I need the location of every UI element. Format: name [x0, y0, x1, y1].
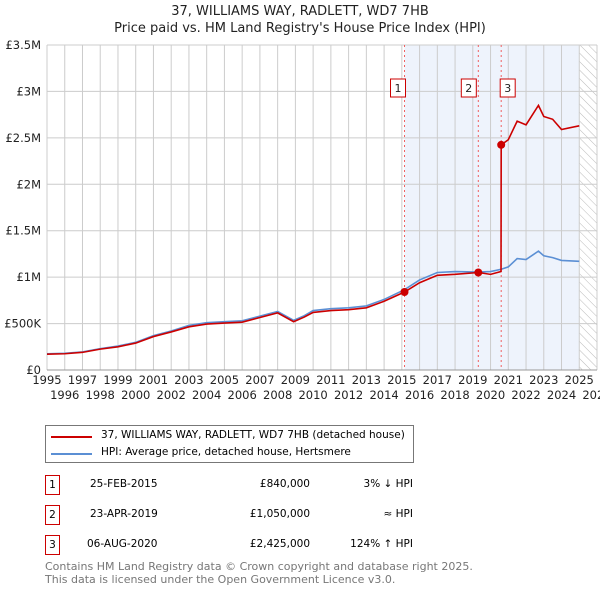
x-tick-label: 2024 [547, 388, 576, 402]
x-tick-label: 2018 [440, 388, 469, 402]
sale-row: 2 23-APR-2019 £1,050,000 ≈ HPI [45, 505, 445, 525]
sale-marker-label: 3 [504, 82, 511, 95]
sale-marker-box [390, 78, 406, 98]
sale-number: 1 [45, 475, 60, 495]
legend-red-line [51, 436, 92, 438]
sale-row: 3 06-AUG-2020 £2,425,000 124% ↑ HPI [45, 535, 445, 555]
x-tick-label: 2014 [369, 388, 398, 402]
x-tick-label: 2016 [405, 388, 434, 402]
x-tick-label: 2017 [423, 373, 452, 387]
x-tick-label: 2020 [476, 388, 505, 402]
sale-marker-label: 2 [465, 82, 472, 95]
sale-hpi: ≈ HPI [383, 508, 413, 520]
x-tick-label: 2012 [334, 388, 363, 402]
sale-hpi: 124% ↑ HPI [350, 538, 413, 550]
footer-copyright: Contains HM Land Registry data © Crown c… [45, 560, 473, 573]
y-tick-label: £1M [16, 270, 41, 284]
y-tick-label: £3M [16, 84, 41, 98]
hpi-line [46, 250, 580, 355]
footer: Contains HM Land Registry data © Crown c… [45, 560, 473, 586]
y-tick-label: £2.5M [5, 131, 41, 145]
sale-date: 25-FEB-2015 [90, 478, 158, 490]
sale-row: 1 25-FEB-2015 £840,000 3% ↓ HPI [45, 475, 445, 495]
y-tick-label: £500K [4, 317, 41, 331]
legend-label-hpi: HPI: Average price, detached house, Hert… [101, 446, 351, 458]
sale-marker-box [460, 78, 477, 98]
footer-licence: This data is licensed under the Open Gov… [45, 573, 396, 586]
sale-number: 2 [45, 505, 60, 525]
y-tick-label: £0 [26, 363, 41, 377]
sale-marker-box [499, 78, 516, 98]
x-tick-label: 2005 [210, 373, 239, 387]
legend-blue-line [51, 453, 92, 455]
x-tick-label: 2000 [121, 388, 150, 402]
sale-point [497, 140, 506, 149]
x-tick-label: 2004 [192, 388, 221, 402]
x-tick-label: 1995 [32, 373, 61, 387]
x-tick-label: 2007 [245, 373, 274, 387]
sale-date: 06-AUG-2020 [87, 538, 158, 550]
y-tick-label: £3.5M [5, 38, 41, 52]
sale-point [400, 288, 409, 296]
sale-hpi: 3% ↓ HPI [363, 478, 413, 490]
price-chart: 1995199619971998199920002001200220032004… [4, 38, 600, 402]
y-tick-label: £1.5M [5, 224, 41, 238]
sale-price: £840,000 [259, 478, 310, 490]
x-tick-label: 2006 [228, 388, 257, 402]
x-tick-label: 1998 [86, 388, 115, 402]
chart-title: 37, WILLIAMS WAY, RADLETT, WD7 7HB [171, 4, 429, 19]
x-tick-label: 2019 [458, 373, 487, 387]
x-tick-label: 1999 [103, 373, 132, 387]
property-price-line [46, 103, 580, 356]
x-tick-label: 2002 [157, 388, 186, 402]
x-tick-label: 1996 [50, 388, 79, 402]
x-tick-label: 2023 [529, 373, 558, 387]
legend: 37, WILLIAMS WAY, RADLETT, WD7 7HB (deta… [45, 425, 414, 463]
chart-subtitle: Price paid vs. HM Land Registry's House … [114, 21, 486, 36]
x-tick-label: 1997 [68, 373, 97, 387]
y-tick-label: £2M [16, 177, 41, 191]
x-tick-label: 2021 [494, 373, 523, 387]
x-tick-label: 2001 [139, 373, 168, 387]
x-tick-label: 2026 [582, 388, 600, 402]
x-tick-label: 2013 [352, 373, 381, 387]
x-tick-label: 2015 [387, 373, 416, 387]
x-tick-label: 2003 [174, 373, 203, 387]
x-tick-label: 2010 [298, 388, 327, 402]
shaded-region [404, 45, 580, 370]
sale-point [474, 268, 483, 277]
x-tick-label: 2025 [565, 373, 594, 387]
sale-marker-label: 1 [395, 82, 402, 95]
sale-date: 23-APR-2019 [90, 508, 158, 520]
x-tick-label: 2008 [263, 388, 292, 402]
hatched-future-region [579, 45, 597, 370]
legend-label-property: 37, WILLIAMS WAY, RADLETT, WD7 7HB (deta… [101, 429, 405, 441]
x-tick-label: 2009 [281, 373, 310, 387]
sale-price: £1,050,000 [249, 508, 310, 520]
x-tick-label: 2022 [511, 388, 540, 402]
x-tick-label: 2011 [316, 373, 345, 387]
sale-number: 3 [45, 535, 60, 555]
sale-price: £2,425,000 [249, 538, 310, 550]
